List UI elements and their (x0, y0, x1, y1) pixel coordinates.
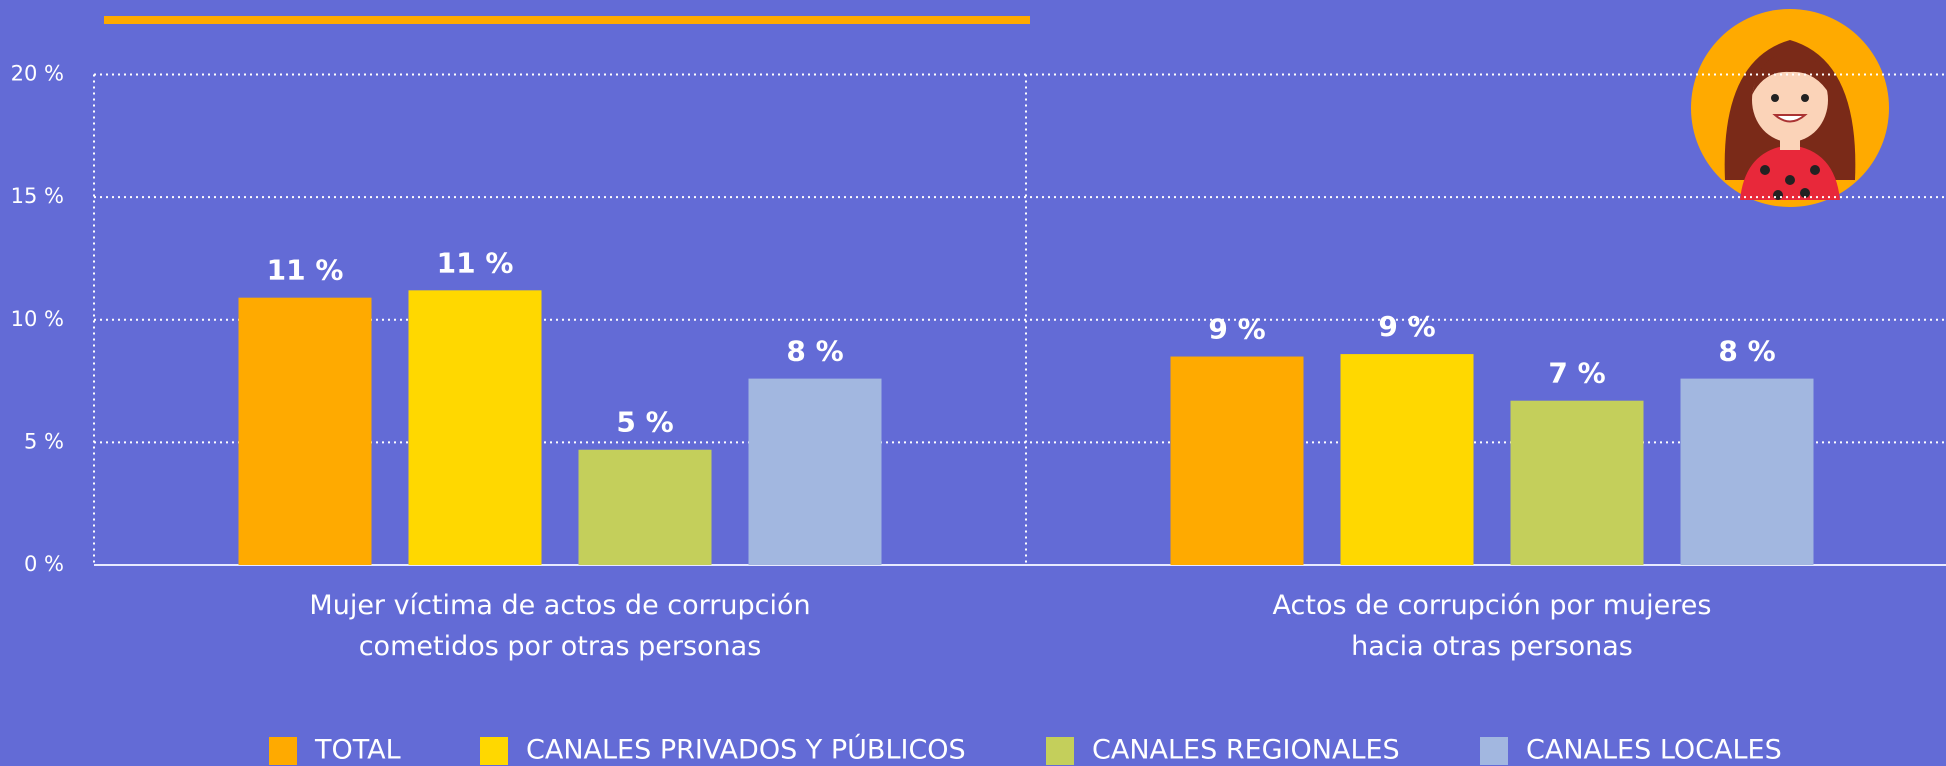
avatar (1691, 9, 1889, 207)
bar (749, 379, 882, 565)
legend-swatch (269, 737, 297, 765)
y-tick-label: 5 % (24, 429, 64, 453)
value-label: 8 % (1718, 335, 1775, 368)
y-tick-label: 20 % (11, 62, 64, 86)
value-label: 11 % (437, 246, 514, 279)
bar (579, 450, 712, 565)
legend-swatch (1480, 737, 1508, 765)
y-tick-label: 0 % (24, 552, 64, 576)
bar (1341, 354, 1474, 565)
bar (1171, 357, 1304, 565)
legend-label: TOTAL (314, 735, 401, 766)
x-tick-label: Mujer víctima de actos de corrupción com… (210, 585, 910, 667)
legend-label: CANALES PRIVADOS Y PÚBLICOS (526, 734, 966, 766)
legend-label: CANALES REGIONALES (1092, 735, 1400, 766)
bar (239, 298, 372, 565)
y-tick-label: 10 % (11, 307, 64, 331)
legend-label: CANALES LOCALES (1526, 735, 1782, 766)
page: 0 % 5 % 10 % 15 % 20 % 11 % 11 % 5 % 8 % 9 % 9 % 7 … (0, 0, 1946, 766)
value-label: 9 % (1208, 313, 1265, 346)
legend-swatch (1046, 737, 1074, 765)
value-label: 9 % (1378, 310, 1435, 343)
value-label: 7 % (1548, 357, 1605, 390)
x-tick-label: Actos de corrupción por mujeres hacia ot… (1142, 585, 1842, 667)
bar (1511, 401, 1644, 565)
bar (1681, 379, 1814, 565)
value-label: 8 % (786, 335, 843, 368)
y-tick-label: 15 % (11, 184, 64, 208)
bar (409, 290, 542, 565)
value-label: 11 % (267, 254, 344, 287)
legend-swatch (480, 737, 508, 765)
title-underline (104, 16, 1030, 24)
value-label: 5 % (616, 406, 673, 439)
